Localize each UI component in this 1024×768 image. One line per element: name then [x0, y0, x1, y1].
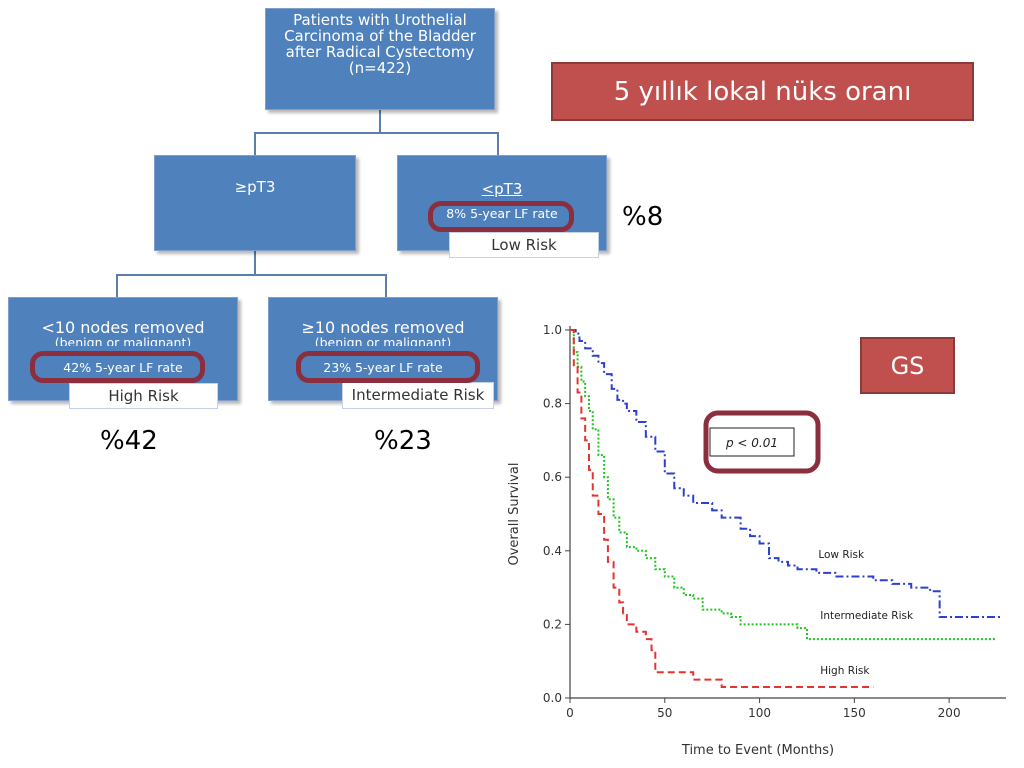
connector-pt3-down: [254, 251, 256, 275]
root-line-4: (n=422): [348, 59, 412, 77]
intermediate-risk-label: Intermediate Risk: [342, 382, 494, 409]
p-value-highlight: [703, 410, 821, 474]
high-risk-label: High Risk: [69, 383, 218, 409]
local-recurrence-banner: 5 yıllık lokal nüks oranı: [551, 62, 974, 121]
y-tick-label: 0.0: [543, 691, 562, 705]
y-tick-label: 1.0: [543, 323, 562, 337]
connector-level1-horizontal: [254, 132, 498, 134]
low-risk-label: Low Risk: [449, 232, 599, 258]
x-tick-label: 0: [566, 706, 574, 720]
chart-labels: 0.0 0.2 0.4 0.6 0.8 1.0 0 50 100 150 200 Time to Ev…: [507, 323, 961, 758]
local-recurrence-banner-text: 5 yıllık lokal nüks oranı: [613, 77, 912, 107]
many-nodes-rate: 23% 5-year LF rate: [323, 360, 443, 375]
root-node: Patients with Urothelial Carcinoma of th…: [265, 8, 495, 110]
high-risk-series-label: High Risk: [820, 665, 870, 677]
few-nodes-subtitle: (benign or malignant): [54, 336, 192, 346]
low-risk-series-label: Low Risk: [818, 549, 865, 561]
few-nodes-rate: 42% 5-year LF rate: [63, 360, 183, 375]
intermediate-risk-survival-line: [570, 329, 997, 641]
y-tick-label: 0.8: [543, 397, 562, 411]
survival-chart: 0.0 0.2 0.4 0.6 0.8 1.0 0 50 100 150 200 Time to Ev…: [507, 323, 1006, 758]
x-tick-label: 150: [843, 706, 866, 720]
many-nodes-subtitle: (benign or malignant): [314, 336, 452, 346]
connector-few-nodes: [116, 274, 118, 297]
connector-right-branch: [497, 132, 499, 155]
y-axis-title: Overall Survival: [507, 462, 522, 565]
chart-axes: [565, 326, 1006, 703]
root-line-1: Patients with Urothelial: [293, 11, 467, 29]
x-axis-title: Time to Event (Months): [681, 743, 834, 758]
high-risk-rate-highlight: [30, 351, 205, 383]
intermediate-risk-rate-highlight: [296, 351, 480, 383]
p-value-text: p < 0.01: [725, 436, 778, 450]
connector-left-branch: [254, 132, 256, 155]
high-risk-survival-line: [570, 329, 874, 688]
intermediate-risk-series-label: Intermediate Risk: [820, 610, 914, 622]
chart-series: [570, 329, 1003, 688]
pt3-or-higher-node: ≥pT3: [154, 155, 356, 251]
x-tick-label: 50: [657, 706, 672, 720]
below-pt3-rate: 8% 5-year LF rate: [446, 206, 558, 221]
y-tick-label: 0.4: [543, 544, 562, 558]
root-line-3: after Radical Cystectomy: [285, 43, 475, 61]
pct-low-risk: %8: [622, 202, 664, 232]
p-value-box: [709, 427, 795, 457]
below-pt3-label: <pT3: [481, 180, 523, 198]
many-nodes-title: ≥10 nodes removed: [301, 318, 465, 337]
pct-intermediate-risk: %23: [374, 426, 432, 456]
pt3-or-higher-label: ≥pT3: [234, 178, 276, 196]
few-nodes-node: <10 nodes removed (benign or malignant) …: [8, 297, 238, 401]
gs-banner-text: GS: [890, 352, 925, 380]
connector-level2-horizontal: [116, 274, 387, 276]
connector-root-down: [379, 110, 381, 133]
connector-many-nodes: [385, 274, 387, 297]
root-line-2: Carcinoma of the Bladder: [284, 27, 476, 45]
x-tick-label: 200: [938, 706, 961, 720]
y-tick-label: 0.2: [543, 617, 562, 631]
few-nodes-title: <10 nodes removed: [41, 318, 205, 337]
x-tick-label: 100: [748, 706, 771, 720]
y-tick-label: 0.6: [543, 470, 562, 484]
pct-high-risk: %42: [100, 426, 158, 456]
low-risk-rate-highlight: [428, 201, 574, 232]
gs-banner: GS: [860, 337, 955, 394]
